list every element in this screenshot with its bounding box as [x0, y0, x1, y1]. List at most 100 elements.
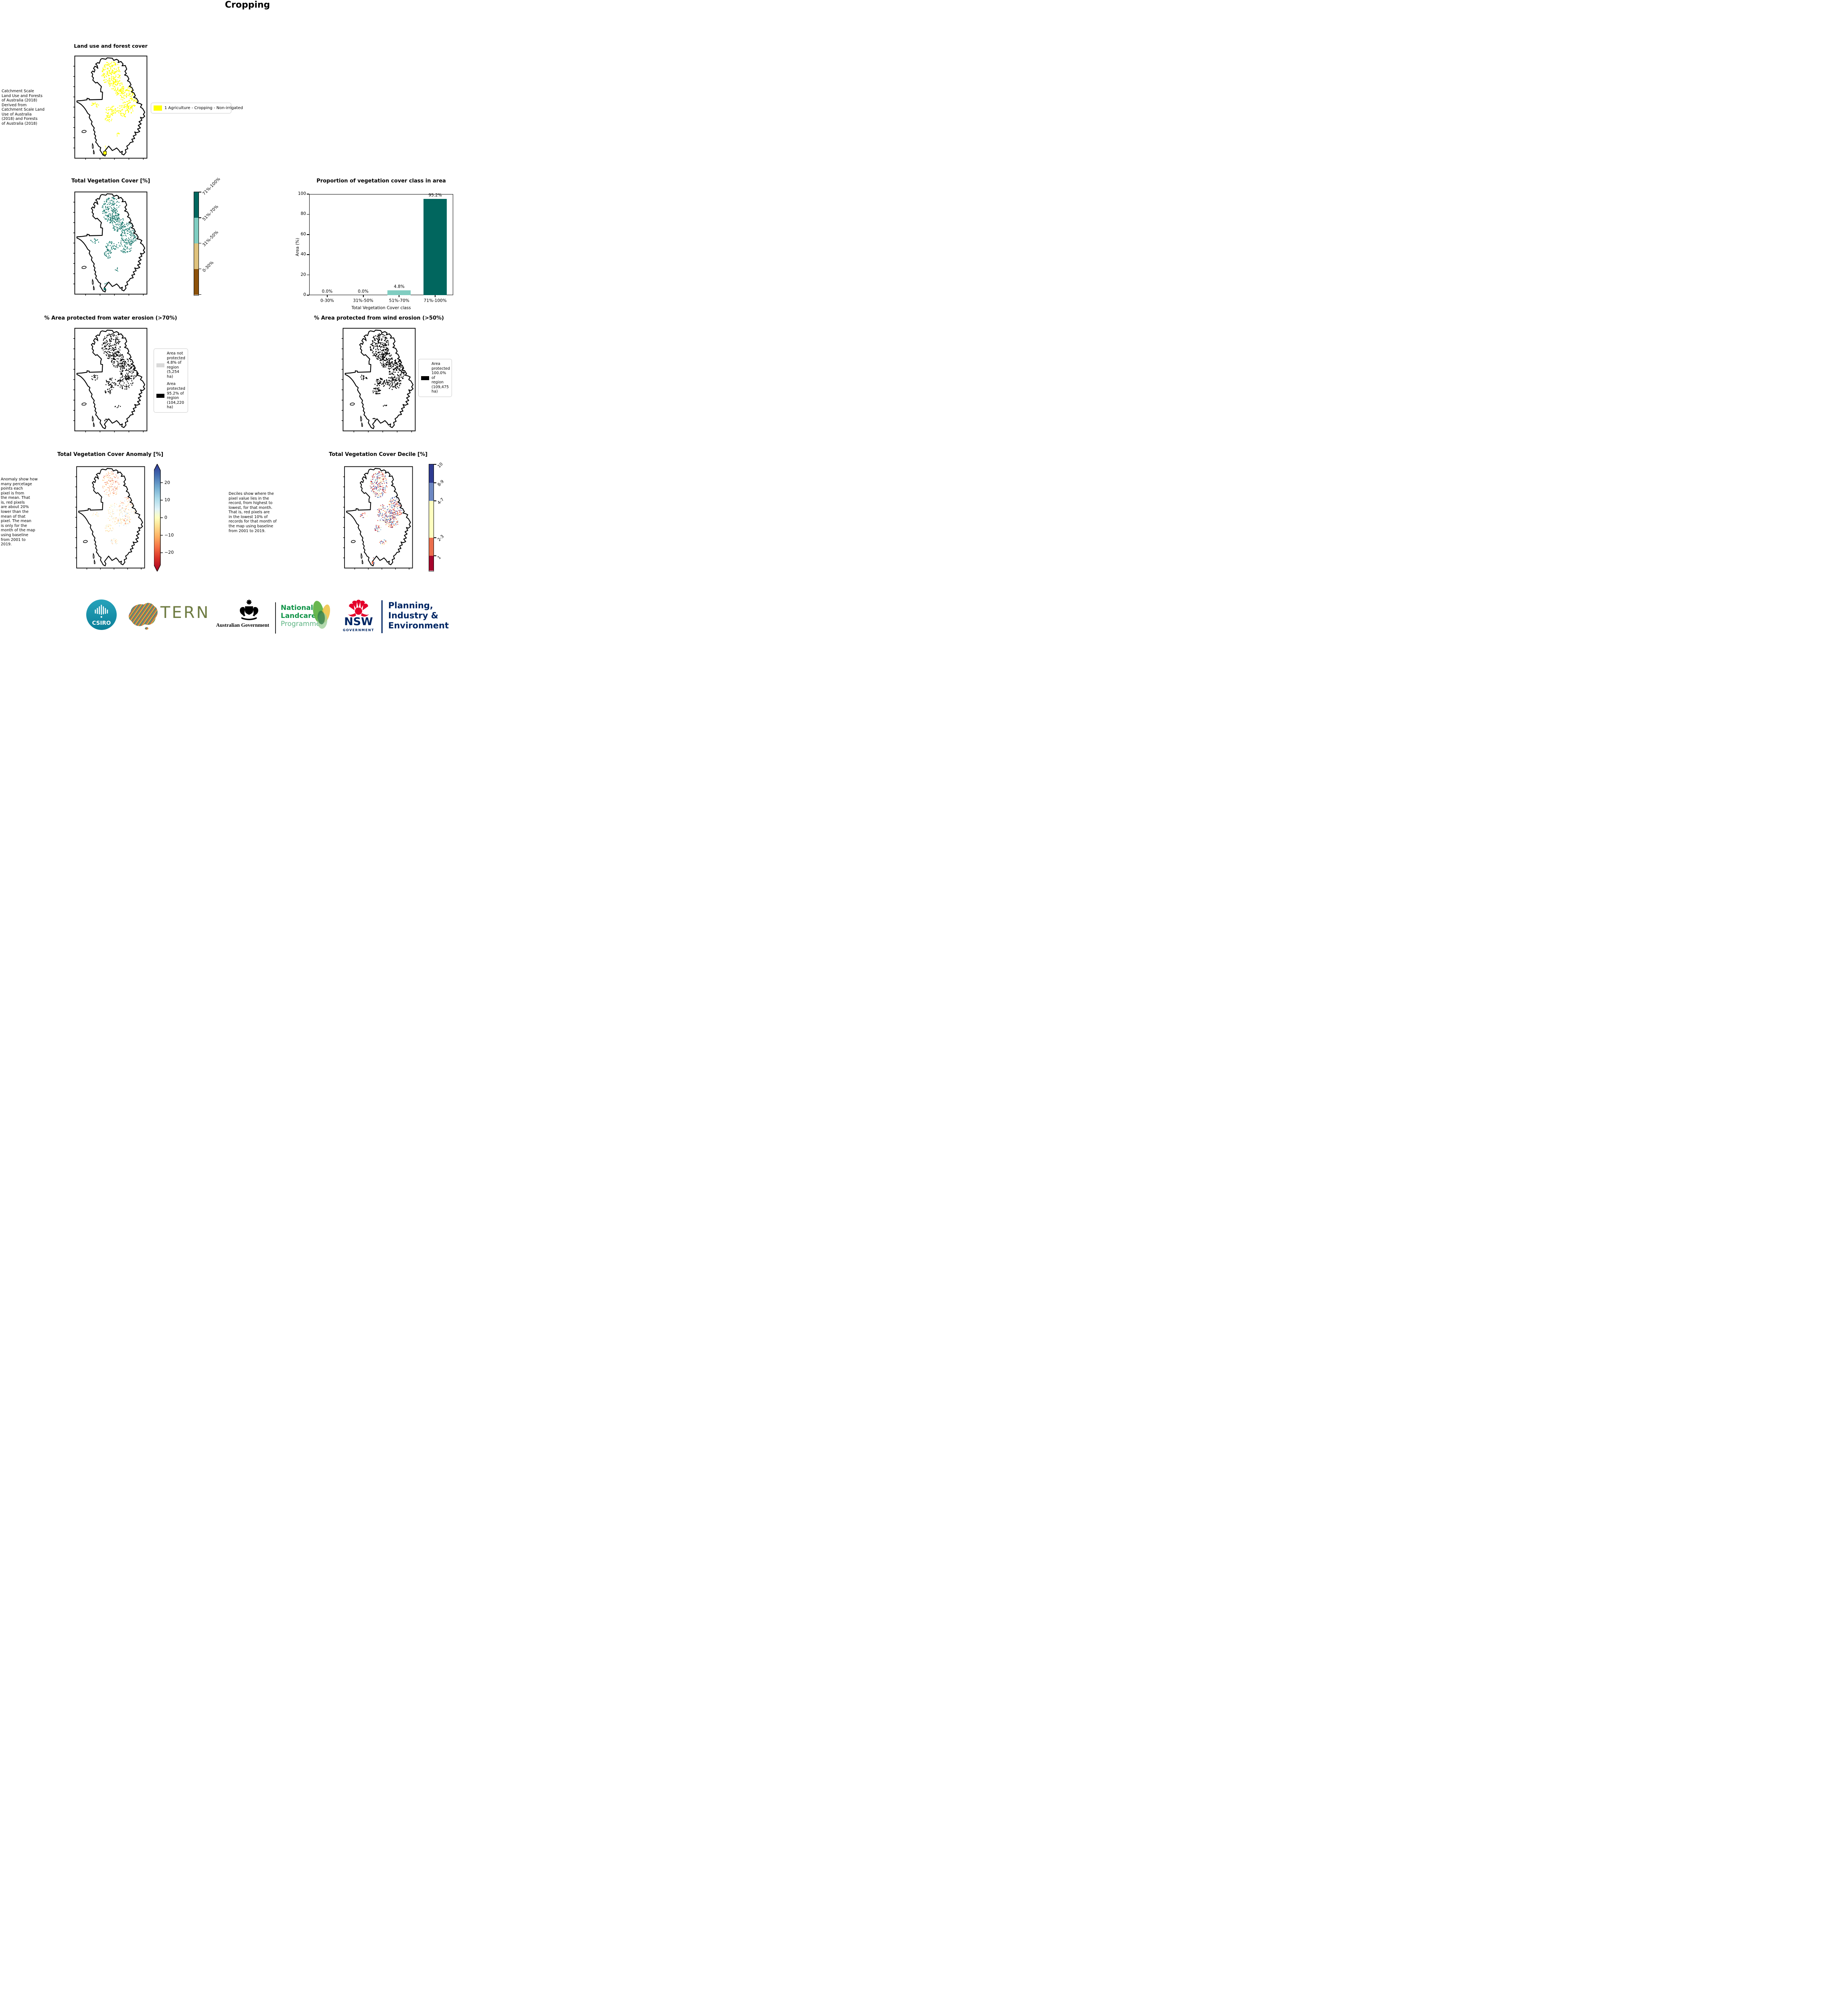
bar-value-label: 0.0% — [358, 289, 369, 294]
vegcover-map — [73, 190, 148, 296]
planning-line-3: Environment — [388, 621, 449, 630]
colorbar-class-label: 71%-100% — [201, 176, 221, 196]
report-page: Cropping Catchment Scale Land Use and Fo… — [0, 0, 462, 640]
landcare-line-3: Programme — [281, 620, 320, 628]
chart-title: Proportion of vegetation cover class in … — [316, 178, 446, 184]
decile-class-label: 8-9 — [436, 479, 445, 488]
colorbar-tick — [434, 464, 436, 465]
nsw-government-label: GOVERNMENT — [342, 628, 375, 632]
y-tick-label: 0 — [303, 292, 306, 297]
colorbar-tick — [199, 243, 201, 244]
csiro-logo-graphic: CSIRO — [86, 599, 117, 630]
decile-class-label: 10 — [436, 462, 444, 469]
waratah-graphic — [348, 599, 369, 617]
landcare-line-2: Landcare — [281, 612, 316, 620]
map1-canvas — [73, 55, 148, 160]
planning-line-1: Planning, — [388, 601, 433, 610]
protected-swatch — [156, 394, 164, 398]
bar-value-label: 95.2% — [428, 193, 442, 198]
nsw-waratah-icon — [345, 599, 372, 619]
wind-erosion-map — [341, 327, 417, 433]
landuse-map — [73, 55, 148, 160]
water-erosion-title: % Area protected from water erosion (>70… — [44, 315, 177, 321]
anomaly-map-title: Total Vegetation Cover Anomaly [%] — [57, 452, 164, 458]
colorbar-tick — [434, 555, 436, 556]
map3-canvas — [73, 328, 148, 433]
bar — [387, 290, 411, 295]
bar — [424, 199, 447, 295]
legend-item: Area not protected 4.8% of region (5,254… — [156, 351, 185, 379]
colorbar-segment — [194, 269, 199, 295]
protected-swatch — [421, 376, 429, 380]
decile-map — [342, 465, 414, 570]
decile-class-label: 1 — [436, 555, 442, 561]
bar-value-label: 0.0% — [322, 289, 333, 294]
australian-government-wordmark: Australian Government — [216, 622, 270, 628]
y-tick-label: 80 — [300, 211, 306, 217]
vegcover-colorbar — [194, 192, 199, 296]
anomaly-tick-label: 10 — [164, 497, 170, 503]
page-title: Cropping — [225, 0, 270, 10]
map5-canvas — [75, 466, 145, 570]
anomaly-tick-label: −10 — [164, 532, 174, 538]
vegcover-map-title: Total Vegetation Cover [%] — [71, 178, 150, 184]
y-tick-label: 60 — [300, 231, 306, 237]
tern-logo — [124, 600, 160, 633]
logo-divider — [275, 602, 276, 634]
planning-line-2: Industry & — [388, 611, 438, 620]
decile-note: Deciles show where the pixel value lies … — [229, 492, 277, 533]
colorbar-tick — [434, 537, 436, 538]
colorbar-segment — [429, 464, 434, 483]
colorbar-segment — [194, 217, 199, 243]
coat-of-arms-icon — [240, 599, 258, 620]
colorbar-class-label: 51%-70% — [201, 204, 219, 222]
map2-canvas — [73, 191, 148, 296]
csiro-wordmark: CSIRO — [92, 620, 111, 626]
x-tick — [435, 295, 436, 297]
water-erosion-legend: Area not protected 4.8% of region (5,254… — [154, 348, 188, 413]
x-tick — [326, 295, 328, 297]
planning-industry-environment-logo: Planning, Industry & Environment — [388, 601, 449, 631]
x-tick — [363, 295, 364, 297]
anomaly-colorbar-graphic — [154, 464, 163, 571]
wind-erosion-legend: Area protected 100.0% of region (109,475… — [418, 359, 452, 397]
tern-wordmark: TERN — [160, 604, 210, 622]
australian-government-crest — [232, 598, 266, 623]
colorbar-class-label: 31%-50% — [201, 229, 219, 248]
landuse-source-note: Catchment Scale Land Use and Forests of … — [2, 89, 45, 126]
not-protected-label: Area not protected 4.8% of region (5,254… — [167, 351, 185, 379]
y-tick — [307, 234, 309, 235]
y-tick — [307, 214, 309, 215]
decile-map-title: Total Vegetation Cover Decile [%] — [329, 452, 428, 458]
colorbar-tick — [434, 482, 436, 483]
y-axis-label: Area (%) — [295, 238, 300, 256]
colorbar-tick — [199, 217, 201, 218]
anomaly-colorbar: 20 10 0 −10 −20 — [154, 464, 178, 571]
x-tick-label: 0-30% — [320, 298, 334, 303]
colorbar-segment — [194, 192, 199, 218]
bar-value-label: 4.8% — [394, 284, 405, 289]
csiro-logo: CSIRO — [86, 599, 117, 632]
water-erosion-map — [73, 327, 148, 433]
y-tick — [307, 295, 309, 296]
landcare-leaves-icon — [310, 598, 334, 634]
landcare-line-1: National — [281, 604, 313, 612]
tern-australia-icon — [128, 603, 158, 630]
protected-label: Area protected 100.0% of region (109,475… — [432, 362, 450, 394]
colorbar-class-label: 0-30% — [201, 260, 215, 273]
protected-label: Area protected 95.2% of region (104,220 … — [167, 382, 185, 410]
decile-class-label: 2-3 — [436, 534, 445, 543]
map6-canvas — [343, 466, 413, 570]
x-axis-label: Total Vegetation Cover class — [351, 306, 411, 310]
nsw-wordmark: NSW — [344, 616, 373, 628]
legend-item: Area protected 100.0% of region (109,475… — [421, 362, 450, 394]
chart-plot-area — [309, 194, 453, 295]
landcare-logo-text: National Landcare Programme — [281, 604, 320, 628]
legend-item: Area protected 95.2% of region (104,220 … — [156, 382, 185, 409]
y-tick-label: 40 — [300, 252, 306, 257]
anomaly-note: Anomaly show how many percetage points e… — [1, 477, 38, 547]
y-tick — [307, 254, 309, 255]
map4-canvas — [341, 328, 416, 433]
colorbar-tick — [434, 500, 436, 502]
landuse-map-title: Land use and forest cover — [74, 43, 148, 49]
